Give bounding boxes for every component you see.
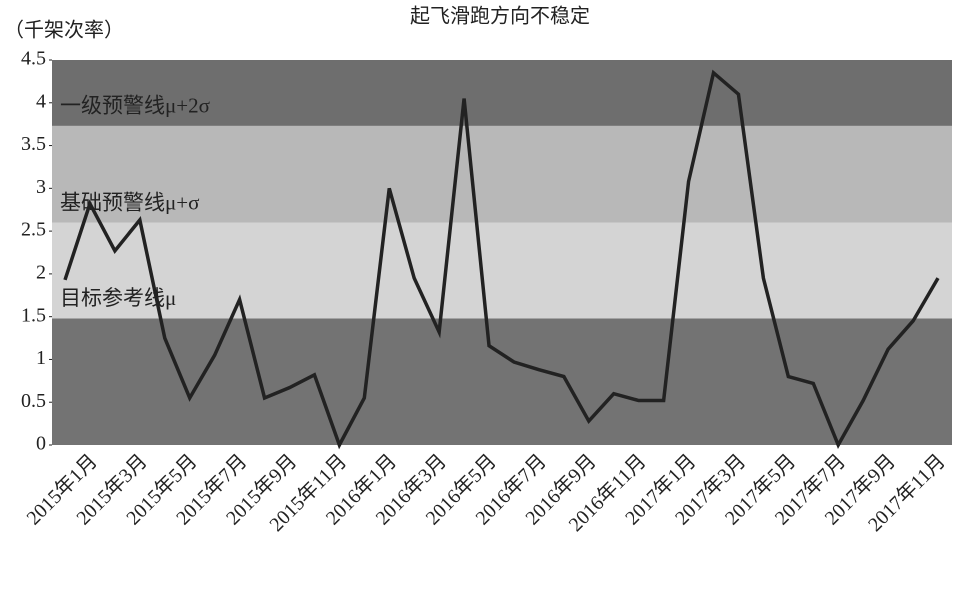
- band: [52, 318, 952, 445]
- band: [52, 222, 952, 319]
- y-tick-label: 3: [36, 176, 46, 198]
- band-label: 一级预警线μ+2σ: [60, 94, 210, 118]
- band-label: 基础预警线μ+σ: [60, 190, 199, 214]
- band: [52, 60, 952, 126]
- y-tick-label: 0.5: [21, 390, 46, 412]
- y-tick-label: 1: [36, 347, 46, 369]
- chart-title: 起飞滑跑方向不稳定: [410, 5, 590, 28]
- y-tick-label: 3.5: [21, 133, 46, 155]
- line: [63, 69, 940, 450]
- band: [52, 125, 952, 223]
- y-axis-label: （千架次率）: [4, 19, 124, 42]
- y-tick-label: 1.5: [21, 304, 46, 326]
- y-tick-label: 2.5: [21, 219, 46, 241]
- y-tick-label: 4: [36, 90, 46, 112]
- y-tick-label: 2: [36, 261, 46, 283]
- y-tick-label: 4.5: [21, 48, 46, 70]
- y-tick-label: 0: [36, 433, 46, 455]
